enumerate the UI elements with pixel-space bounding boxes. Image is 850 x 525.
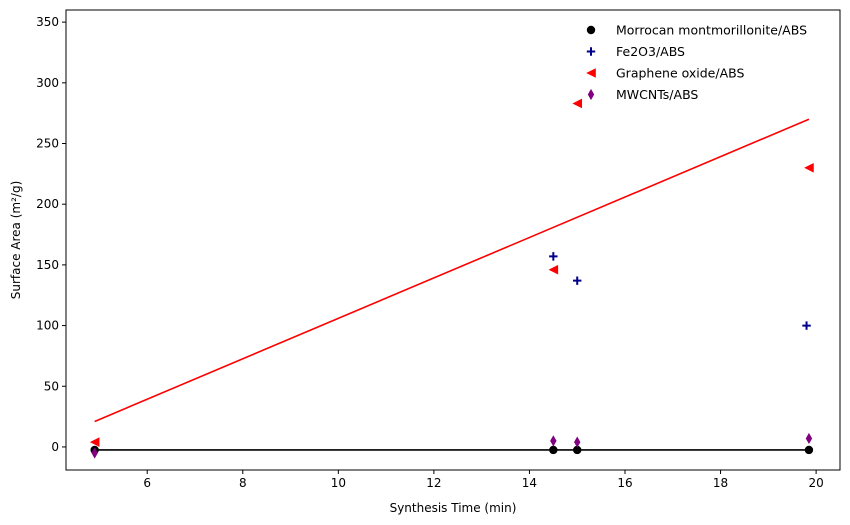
legend-marker (586, 25, 596, 35)
data-point (573, 276, 582, 285)
x-tick-label: 12 (426, 476, 441, 490)
y-tick-label: 50 (44, 379, 59, 393)
data-point (804, 445, 814, 455)
data-point (574, 436, 581, 448)
legend-marker (586, 47, 596, 56)
legend-marker (586, 68, 596, 78)
data-point (548, 264, 559, 275)
trend-line (94, 118, 810, 423)
data-point (804, 162, 814, 173)
data-point (549, 252, 558, 261)
legend-entry-label: Morrocan montmorillonite/ABS (616, 23, 807, 38)
data-point (550, 435, 557, 447)
y-tick-label: 150 (36, 258, 59, 272)
y-tick-label: 300 (36, 76, 59, 90)
y-tick-label: 100 (36, 319, 59, 333)
y-axis-label: Surface Area (m²/g) (9, 181, 23, 299)
y-tick-label: 250 (36, 137, 59, 151)
x-tick-label: 8 (239, 476, 247, 490)
data-point (802, 321, 811, 330)
legend-entry-label: MWCNTs/ABS (616, 87, 698, 102)
x-tick-label: 14 (522, 476, 537, 490)
x-tick-label: 10 (331, 476, 346, 490)
legend: Morrocan montmorillonite/ABS Fe2O3/ABS Gra… (586, 23, 807, 102)
plot-frame (65, 9, 841, 471)
y-tick-label: 0 (51, 440, 59, 454)
x-tick-label: 20 (808, 476, 823, 490)
data-point (572, 98, 583, 109)
data-point (805, 432, 813, 445)
legend-entry-label: Fe2O3/ABS (616, 44, 685, 59)
data-point (91, 447, 98, 459)
data-point (573, 445, 582, 455)
x-tick-label: 18 (713, 476, 728, 490)
data-point (549, 445, 558, 455)
data-point (89, 437, 100, 447)
legend-entry-label: Graphene oxide/ABS (616, 66, 744, 81)
y-tick-label: 200 (36, 197, 59, 211)
y-tick-label: 350 (36, 15, 59, 29)
legend-marker (587, 88, 595, 101)
x-axis-label: Synthesis Time (min) (390, 501, 517, 515)
x-tick-label: 6 (143, 476, 151, 490)
plot-area (89, 98, 814, 459)
x-tick-label: 16 (617, 476, 632, 490)
